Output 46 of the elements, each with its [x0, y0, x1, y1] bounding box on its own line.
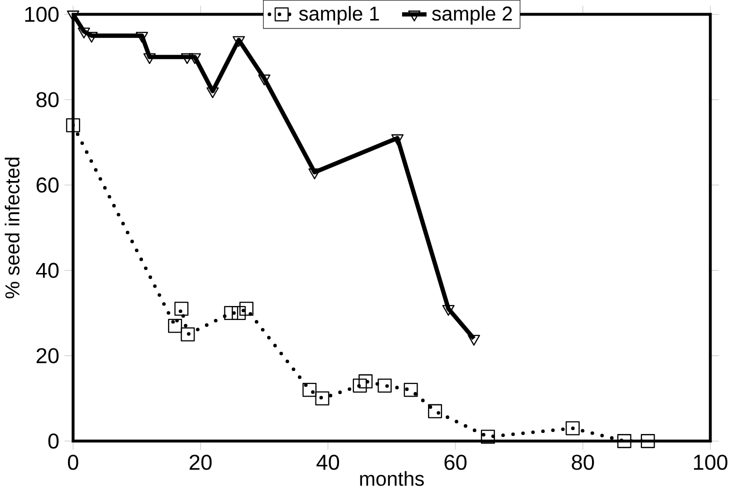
point	[174, 302, 188, 316]
y-tick-label: 60	[36, 178, 59, 193]
point	[566, 421, 580, 436]
point	[85, 32, 98, 43]
point	[232, 306, 246, 320]
legend-label: sample 1	[299, 6, 379, 25]
point	[188, 53, 201, 64]
point	[258, 74, 270, 86]
point	[391, 134, 404, 146]
point	[66, 118, 80, 132]
point	[358, 374, 373, 389]
point	[232, 36, 245, 48]
point	[315, 392, 330, 406]
point	[168, 319, 182, 334]
point	[352, 378, 367, 393]
point	[143, 53, 156, 64]
y-tick-label: 40	[36, 262, 59, 278]
point	[302, 383, 317, 398]
y-axis-title: % seed infected	[4, 158, 20, 298]
x-axis-title: months	[360, 471, 424, 486]
y-tick-label: 20	[36, 348, 59, 364]
x-tick-label: 100	[694, 454, 728, 470]
point	[181, 53, 194, 64]
point	[617, 434, 632, 448]
x-tick-label: 60	[444, 454, 467, 470]
x-tick-label: 80	[572, 454, 594, 470]
legend-label: sample 2	[432, 6, 512, 25]
point	[180, 328, 195, 342]
point	[468, 335, 480, 346]
point	[206, 88, 219, 98]
point	[640, 434, 655, 448]
point	[378, 378, 392, 393]
point	[239, 302, 254, 316]
point	[136, 32, 148, 43]
point	[480, 430, 495, 444]
point	[404, 383, 418, 398]
y-tick-label: 80	[36, 92, 59, 108]
x-tick-label: 40	[316, 454, 340, 470]
point	[428, 404, 442, 418]
point	[442, 305, 455, 316]
y-tick-label: 100	[25, 6, 59, 22]
point	[224, 306, 238, 320]
y-tick-label: 0	[48, 434, 59, 449]
point	[78, 28, 90, 39]
x-tick-label: 20	[190, 454, 212, 470]
x-tick-label: 0	[68, 454, 78, 470]
